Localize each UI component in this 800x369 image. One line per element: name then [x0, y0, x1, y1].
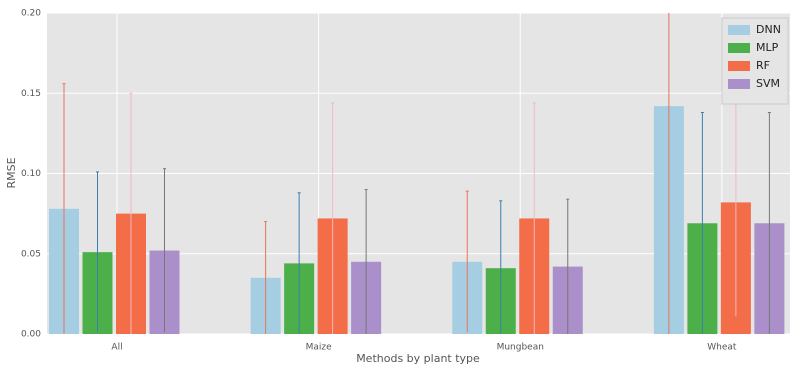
legend-label: RF — [756, 59, 770, 72]
x-tick-label: All — [111, 343, 122, 353]
labels: 0.00 0.05 0.10 0.15 0.20 All Maize Mungbean Whea… — [21, 9, 737, 353]
legend-label: MLP — [756, 41, 779, 54]
x-tick-label: Maize — [306, 343, 333, 353]
y-tick-label: 0.05 — [21, 249, 41, 259]
y-tick-label: 0.15 — [21, 89, 41, 99]
y-axis-title: RMSE — [5, 157, 18, 188]
legend-swatch — [728, 43, 750, 53]
marks — [49, 13, 785, 334]
x-tick-label: Wheat — [707, 343, 737, 353]
legend-swatch — [728, 25, 750, 35]
x-tick-label: Mungbean — [497, 343, 544, 353]
legend-swatch — [728, 61, 750, 71]
legend-swatch — [728, 79, 750, 89]
legend: DNN MLP RF SVM — [721, 17, 789, 105]
y-tick-label: 0.10 — [21, 169, 41, 179]
legend-label: SVM — [756, 77, 780, 90]
y-tick-label: 0.00 — [21, 330, 41, 340]
x-axis-title: Methods by plant type — [356, 352, 480, 365]
y-tick-label: 0.20 — [21, 9, 41, 19]
legend-label: DNN — [756, 23, 781, 36]
